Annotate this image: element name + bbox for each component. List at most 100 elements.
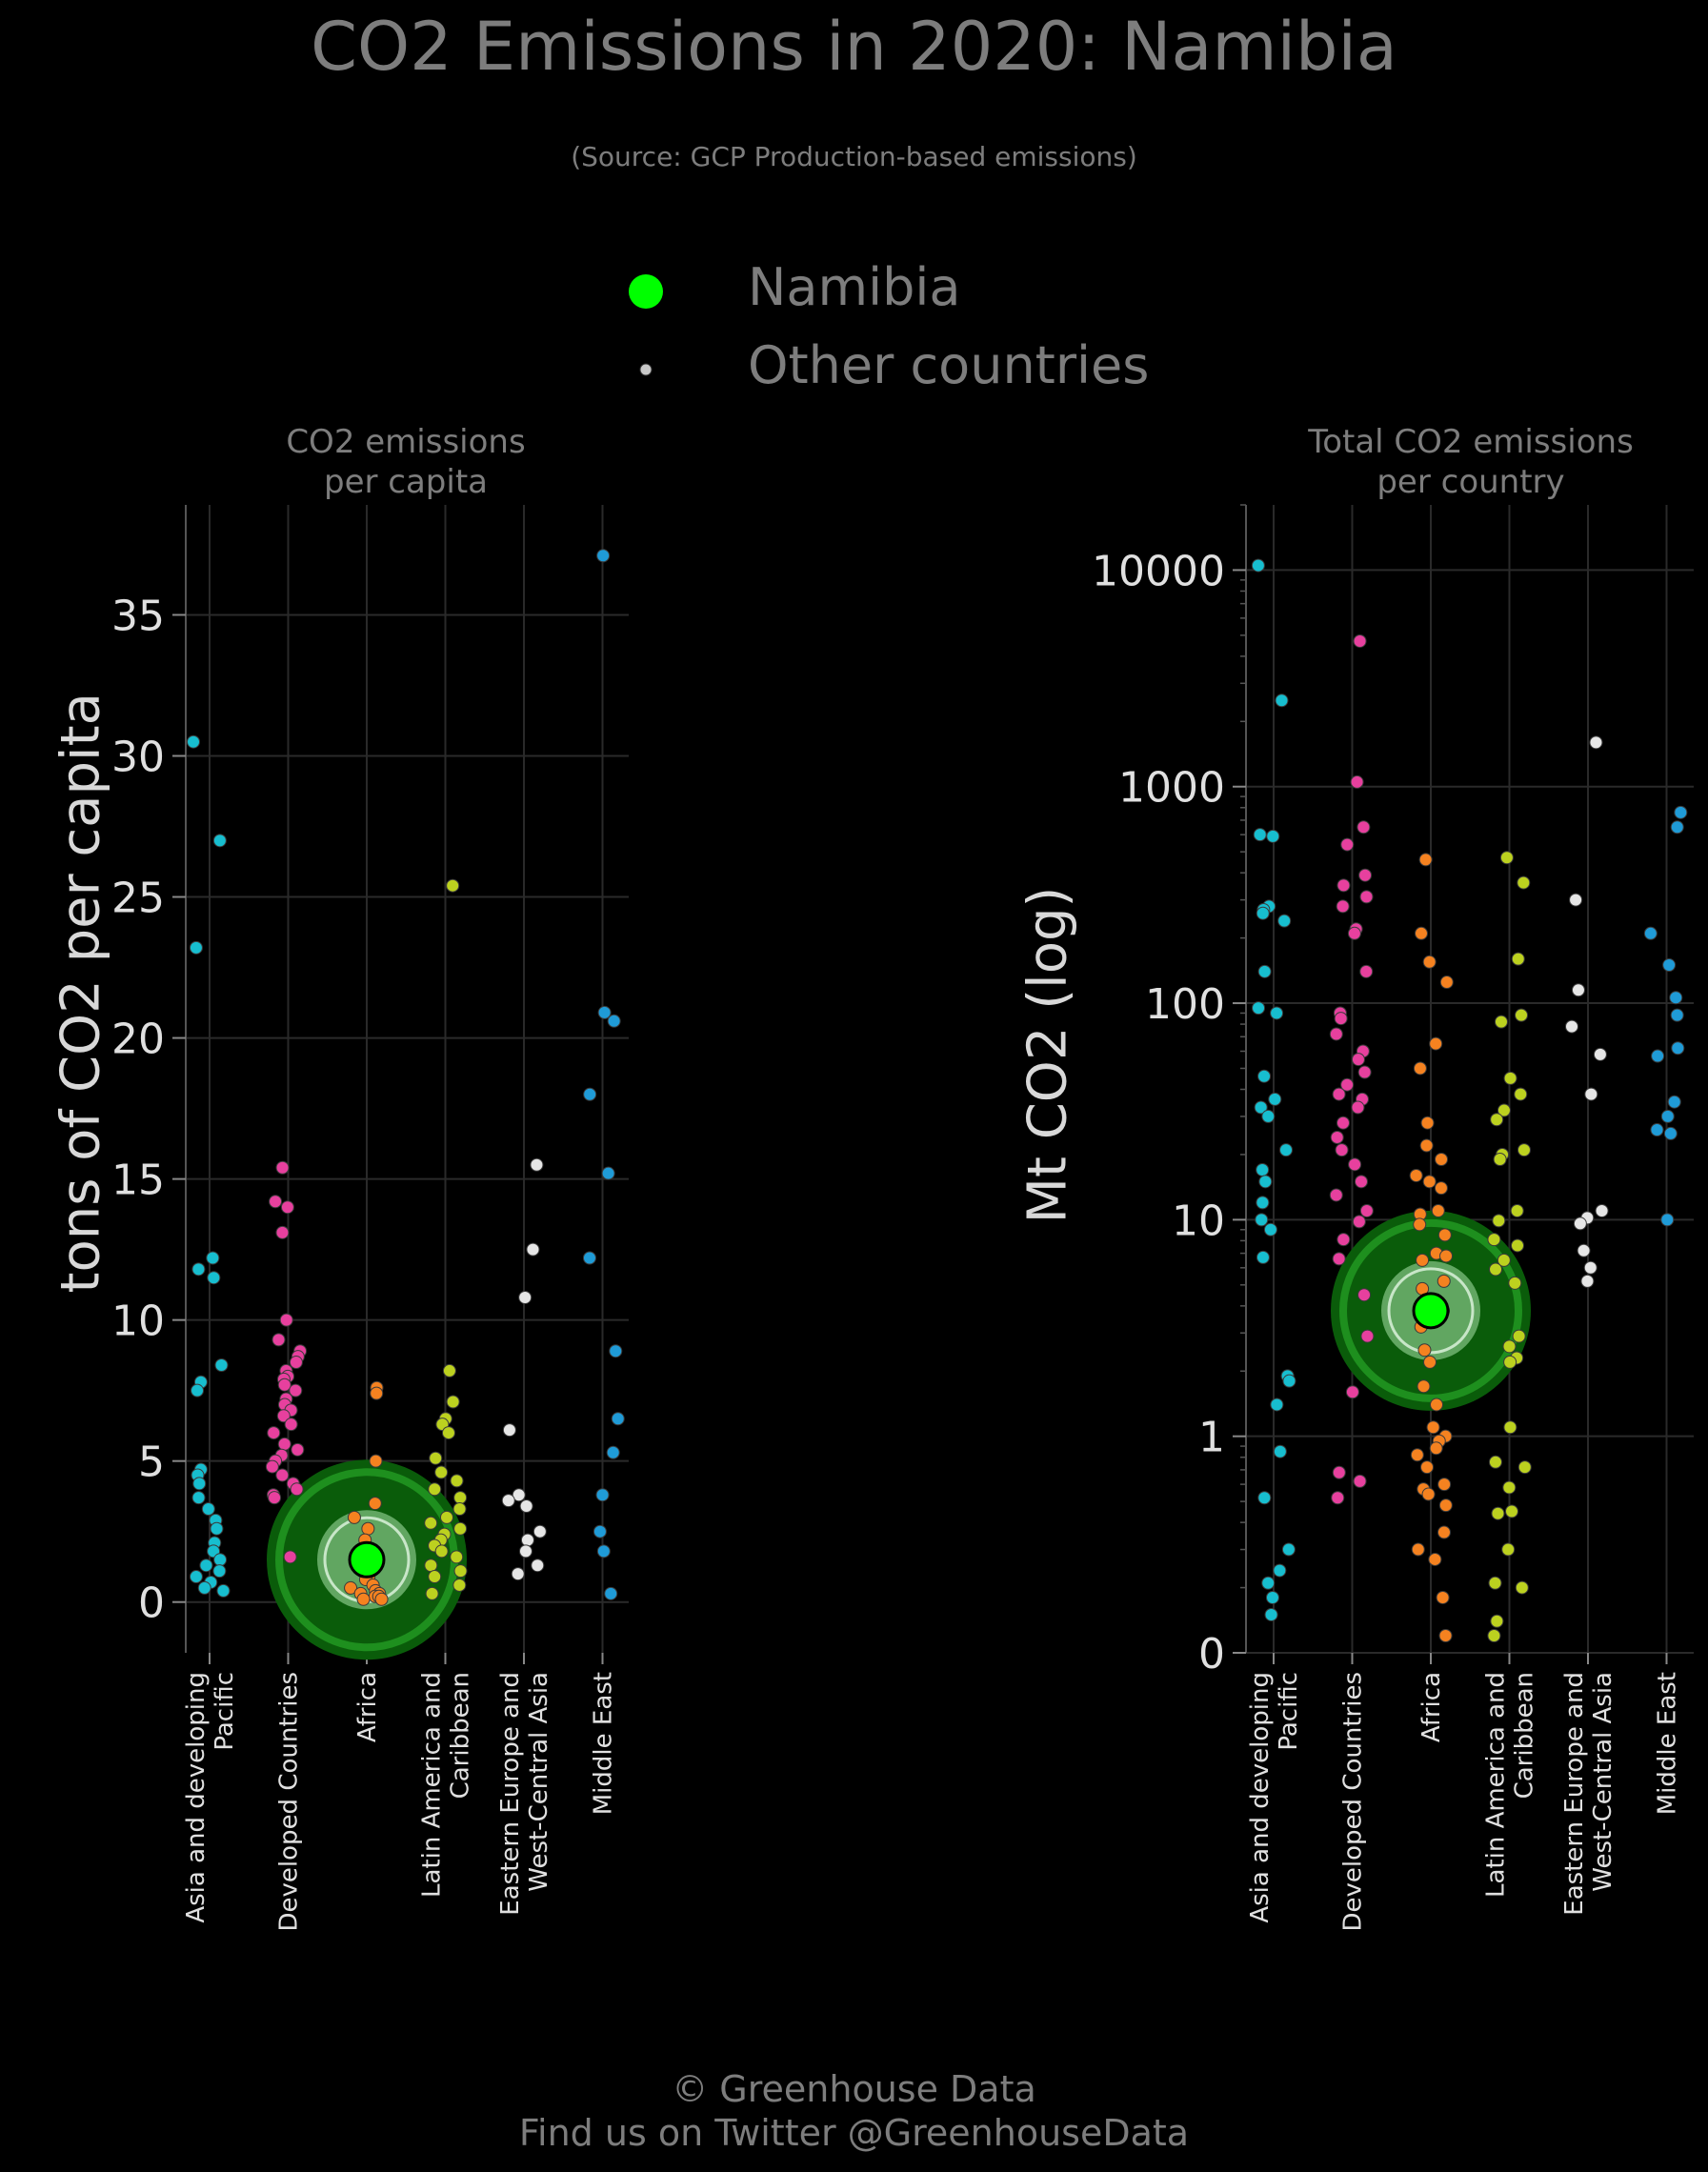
data-point bbox=[434, 1465, 449, 1479]
data-point bbox=[1261, 1576, 1276, 1590]
data-point bbox=[446, 1395, 460, 1409]
data-point bbox=[1503, 1355, 1517, 1369]
left-chart-svg: 0 5 10 15 20 25 30 35 Asia and developing Pacific… bbox=[111, 505, 629, 1931]
data-point bbox=[1335, 1143, 1349, 1157]
data-point bbox=[1353, 1474, 1367, 1488]
x-tick-label: Latin America and Caribbean bbox=[418, 1672, 475, 1898]
legend-markers bbox=[629, 274, 663, 376]
data-point bbox=[446, 878, 460, 893]
data-point bbox=[1270, 1006, 1284, 1020]
x-tick-label-line: Africa bbox=[353, 1672, 382, 1742]
data-point bbox=[1409, 1168, 1423, 1182]
data-point bbox=[284, 1418, 298, 1432]
data-point bbox=[1253, 828, 1267, 842]
data-point bbox=[1332, 1465, 1346, 1479]
data-point bbox=[1430, 1398, 1444, 1412]
data-point bbox=[1517, 1143, 1531, 1157]
data-point bbox=[1358, 868, 1373, 882]
data-point bbox=[1422, 955, 1437, 969]
data-point bbox=[275, 1160, 290, 1175]
data-point bbox=[1504, 1504, 1518, 1518]
data-point bbox=[1252, 1001, 1266, 1016]
data-point bbox=[424, 1516, 438, 1530]
data-point bbox=[1517, 1460, 1532, 1475]
data-point bbox=[1257, 1491, 1272, 1505]
data-point bbox=[1353, 634, 1367, 648]
data-point bbox=[1434, 1181, 1448, 1196]
data-point bbox=[1571, 983, 1585, 997]
data-point bbox=[531, 1559, 545, 1573]
data-point bbox=[1420, 1460, 1435, 1475]
data-point bbox=[1429, 1441, 1443, 1456]
data-point bbox=[593, 1524, 607, 1538]
data-point bbox=[1487, 1629, 1501, 1643]
data-point bbox=[597, 1005, 612, 1019]
data-point bbox=[1336, 878, 1351, 893]
data-point bbox=[1502, 1339, 1517, 1354]
y-tick-label: 20 bbox=[111, 1016, 165, 1064]
data-point bbox=[1420, 1116, 1435, 1130]
halo-inner-ring bbox=[1387, 1267, 1475, 1355]
data-point bbox=[1256, 1162, 1270, 1176]
y-tick-label: 0 bbox=[1198, 1630, 1225, 1679]
x-tick-label: Africa bbox=[1417, 1672, 1446, 1742]
y-tick-label: 100 bbox=[1145, 980, 1225, 1029]
right-chart-svg: 0 1 10 100 1000 10000 Asia and developing Pacif… bbox=[1092, 504, 1694, 1931]
x-tick-label: Latin America and Caribbean bbox=[1482, 1672, 1539, 1898]
y-tick-label: 35 bbox=[111, 592, 165, 640]
data-point bbox=[1256, 1250, 1270, 1264]
data-point bbox=[442, 1363, 456, 1378]
data-point bbox=[1359, 964, 1374, 978]
data-point bbox=[207, 1271, 221, 1285]
data-point bbox=[1662, 958, 1677, 973]
data-point bbox=[595, 1488, 610, 1502]
data-point bbox=[191, 1491, 206, 1505]
data-point bbox=[1431, 1203, 1445, 1217]
data-point bbox=[1413, 1061, 1427, 1076]
data-point bbox=[1437, 1478, 1452, 1492]
data-point bbox=[210, 1521, 224, 1536]
data-point bbox=[197, 1580, 211, 1595]
data-point bbox=[370, 1386, 384, 1400]
data-point bbox=[428, 1482, 442, 1497]
data-point bbox=[1251, 558, 1265, 573]
x-tick-label-line: Asia and developing bbox=[1246, 1672, 1275, 1923]
data-point bbox=[1512, 1329, 1526, 1343]
data-point bbox=[214, 1358, 229, 1373]
data-point bbox=[1510, 1238, 1524, 1253]
data-point bbox=[502, 1423, 516, 1438]
data-point bbox=[596, 549, 611, 563]
data-point bbox=[187, 734, 200, 749]
data-point bbox=[212, 1564, 227, 1579]
data-point bbox=[1439, 975, 1454, 990]
data-point bbox=[1277, 914, 1292, 928]
data-point bbox=[1488, 1576, 1502, 1590]
data-point bbox=[518, 1290, 532, 1304]
data-point bbox=[1669, 991, 1683, 1005]
data-point bbox=[1264, 1607, 1278, 1621]
data-point bbox=[450, 1550, 464, 1564]
chart-subtitle: (Source: GCP Production-based emissions) bbox=[571, 141, 1137, 172]
x-tick-label: Developed Countries bbox=[1339, 1672, 1368, 1931]
data-point bbox=[604, 1586, 618, 1600]
data-point bbox=[512, 1488, 526, 1502]
data-point bbox=[1257, 964, 1272, 978]
data-point bbox=[452, 1578, 467, 1592]
data-point bbox=[1414, 926, 1428, 940]
x-tick-label: Asia and developing Pacific bbox=[1246, 1672, 1303, 1923]
data-point bbox=[1490, 1113, 1504, 1127]
x-tick-label-line: Developed Countries bbox=[275, 1672, 304, 1931]
data-point bbox=[1266, 829, 1280, 843]
data-point bbox=[1650, 1123, 1664, 1137]
data-point bbox=[189, 1570, 203, 1584]
data-point bbox=[1334, 1012, 1348, 1026]
data-point bbox=[1329, 1027, 1343, 1041]
data-point bbox=[1331, 1491, 1345, 1505]
data-point bbox=[1347, 926, 1361, 940]
data-point bbox=[374, 1592, 389, 1606]
data-point bbox=[1497, 1253, 1511, 1267]
data-point bbox=[519, 1499, 533, 1514]
data-point bbox=[1359, 890, 1374, 904]
data-point bbox=[1437, 1525, 1451, 1539]
data-point bbox=[1438, 1629, 1453, 1643]
